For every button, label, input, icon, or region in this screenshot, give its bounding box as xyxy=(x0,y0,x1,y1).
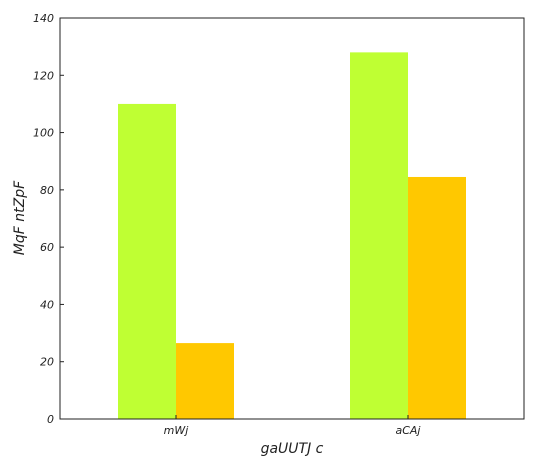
x-tick-label: mWj xyxy=(164,424,190,437)
x-axis-ticks: mWj aCAj xyxy=(164,415,421,437)
y-tick-label: 40 xyxy=(40,298,54,311)
y-tick-label: 120 xyxy=(33,69,54,82)
y-axis-title: MqF ntZpF xyxy=(12,180,28,255)
y-tick-label: 60 xyxy=(40,241,54,254)
bar-mWj-series-1 xyxy=(118,103,176,419)
x-tick-label: aCAj xyxy=(395,424,421,437)
y-axis-ticks: 0 20 40 60 80 100 120 140 xyxy=(33,12,64,426)
bar-aCAj-series-1 xyxy=(350,52,408,419)
bar-aCAj-series-2 xyxy=(408,176,466,419)
plot-frame xyxy=(59,17,525,420)
bars-group xyxy=(118,52,466,419)
y-tick-label: 0 xyxy=(47,413,54,426)
y-tick-label: 80 xyxy=(40,184,54,197)
y-tick-label: 100 xyxy=(33,127,54,140)
y-tick-label: 140 xyxy=(33,12,54,25)
bar-mWj-series-2 xyxy=(176,343,234,419)
y-tick-label: 20 xyxy=(40,356,54,369)
x-axis-title: gaUUTJ c xyxy=(261,441,324,457)
